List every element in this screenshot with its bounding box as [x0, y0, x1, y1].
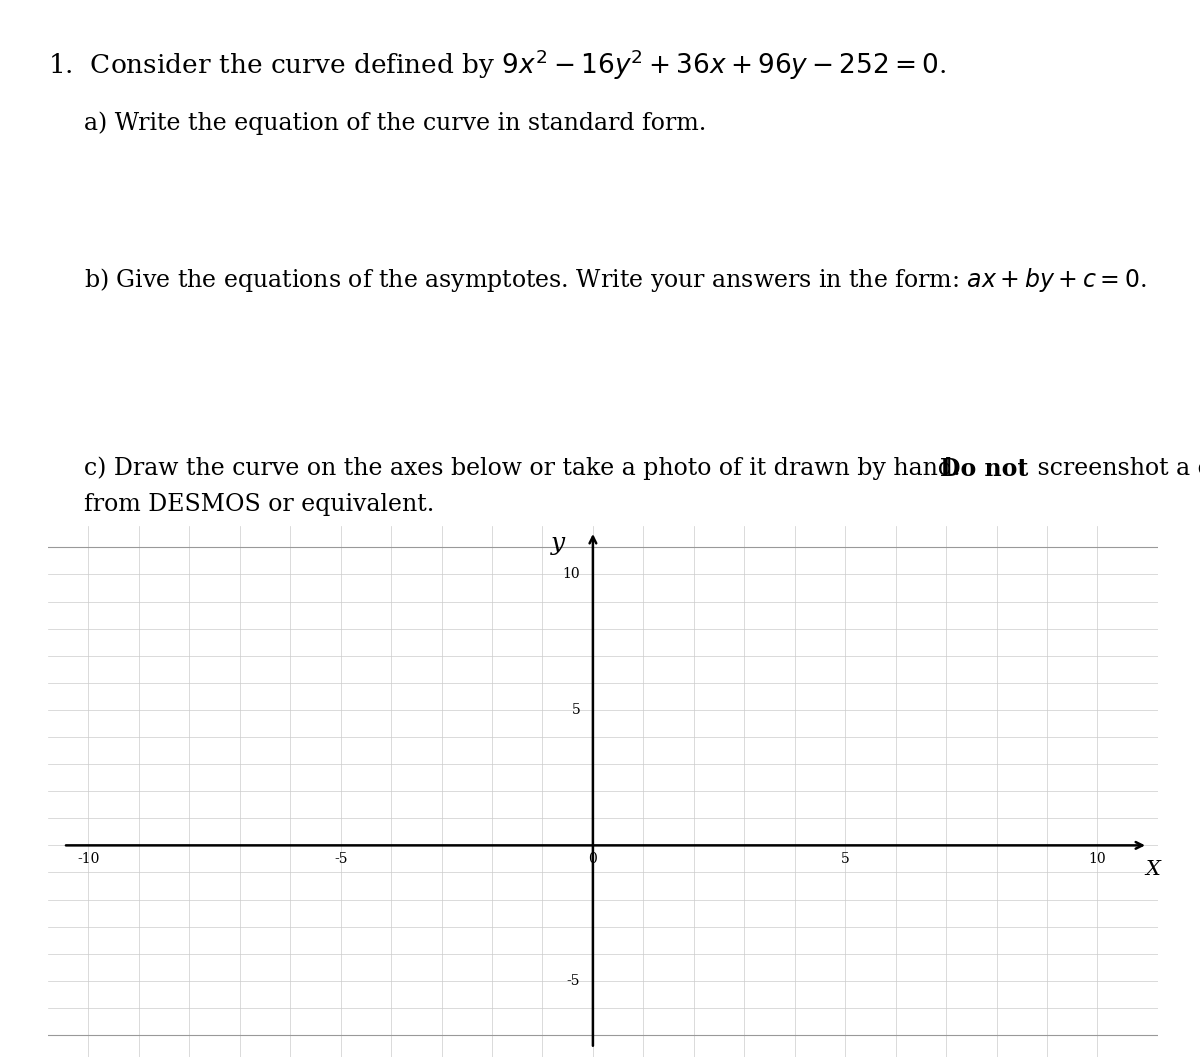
Text: 5: 5	[841, 852, 850, 867]
Text: y: y	[551, 532, 565, 555]
Text: screenshot a copy: screenshot a copy	[1030, 457, 1200, 480]
Text: -5: -5	[334, 852, 347, 867]
Text: 5: 5	[571, 703, 581, 717]
Text: a) Write the equation of the curve in standard form.: a) Write the equation of the curve in st…	[84, 112, 707, 135]
Text: 10: 10	[563, 567, 581, 582]
Text: b) Give the equations of the asymptotes. Write your answers in the form: $ax + b: b) Give the equations of the asymptotes.…	[84, 266, 1147, 293]
Text: -10: -10	[77, 852, 100, 867]
Text: -5: -5	[566, 974, 581, 988]
Text: c) Draw the curve on the axes below or take a photo of it drawn by hand.: c) Draw the curve on the axes below or t…	[84, 457, 968, 480]
Text: 0: 0	[588, 852, 598, 867]
Text: X: X	[1145, 860, 1160, 879]
Text: 1.  Consider the curve defined by $9x^2 - 16y^2 + 36x + 96y - 252 = 0$.: 1. Consider the curve defined by $9x^2 -…	[48, 48, 947, 82]
Text: 10: 10	[1088, 852, 1106, 867]
Text: Do not: Do not	[940, 457, 1028, 481]
Text: from DESMOS or equivalent.: from DESMOS or equivalent.	[84, 493, 434, 516]
